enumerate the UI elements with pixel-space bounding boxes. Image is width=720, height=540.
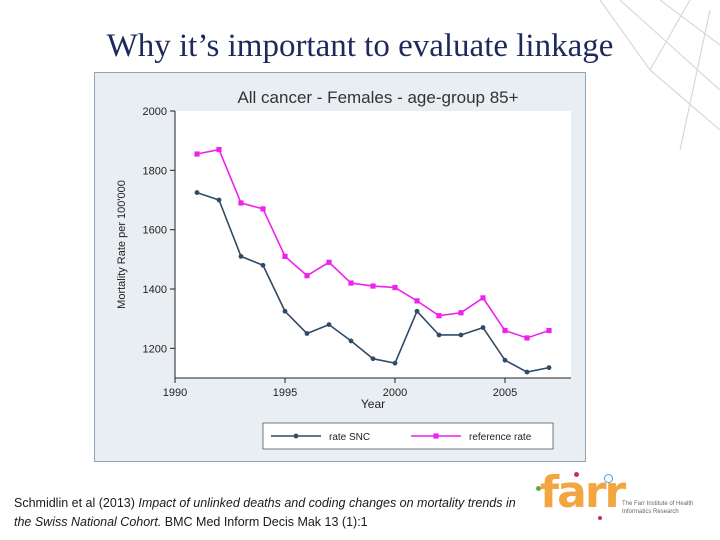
data-point-snc [502,357,508,363]
data-point-snc [392,360,398,366]
data-point-snc [414,308,420,314]
x-tick-label: 2000 [383,387,407,399]
data-point-reference [502,327,508,334]
y-tick-label: 1800 [143,165,167,177]
data-point-reference [260,206,266,212]
logo-ring-icon [604,474,613,483]
x-tick-label: 1995 [273,387,297,399]
data-point-snc [238,253,244,259]
citation-title: Impact of unlinked deaths and coding cha… [14,496,516,529]
data-point-snc [194,190,200,195]
citation-authors: Schmidlin et al (2013) [14,496,135,510]
logo-subtitle: The Farr Institute of Health Informatics… [622,501,694,515]
chart-title: All cancer - Females - age-group 85+ [237,88,518,107]
data-point-snc [348,338,354,344]
logo-dot-icon [574,472,579,477]
data-point-snc [260,262,266,268]
data-point-reference [458,310,464,316]
data-point-reference [348,280,354,286]
citation: Schmidlin et al (2013) Impact of unlinke… [14,494,534,532]
data-point-reference [282,253,288,259]
y-tick-label: 1400 [143,284,167,296]
data-point-snc [304,331,310,336]
data-point-snc [326,322,332,327]
data-point-reference [194,151,200,157]
logo-dot-icon [536,486,541,491]
y-axis-label: Mortality Rate per 100'000 [116,180,128,309]
slide-title: Why it’s important to evaluate linkage [106,28,614,64]
data-point-reference [392,284,398,291]
chart-frame: All cancer - Females - age-group 85+ 1200… [94,72,586,462]
farr-logo: farr The Farr Institute of Health Inform… [536,466,706,526]
data-point-snc [458,332,464,338]
x-tick-label: 2005 [493,387,517,399]
data-point-snc [370,356,376,362]
data-point-snc [216,197,222,203]
data-point-snc [282,308,288,314]
legend-label: reference rate [469,432,532,443]
logo-dot-icon [598,516,602,520]
legend-marker [293,433,299,439]
legend-marker [433,433,439,439]
decorative-network-lines [560,0,720,165]
data-point-reference [546,327,552,334]
data-point-reference [414,298,420,304]
data-point-reference [480,295,486,301]
data-point-snc [480,325,486,330]
citation-journal: BMC Med Inform Decis Mak 13 (1):1 [164,515,368,529]
data-point-reference [436,313,442,319]
data-point-snc [546,365,552,371]
data-point-reference [370,283,376,289]
plot-region [175,111,571,378]
data-point-reference [238,200,244,206]
data-point-snc [436,332,442,338]
y-tick-label: 1600 [143,225,167,237]
data-point-reference [524,335,530,341]
data-point-reference [326,259,332,265]
y-tick-label: 2000 [143,106,167,118]
data-point-reference [304,273,310,279]
data-point-reference [216,146,222,153]
data-point-snc [524,369,530,375]
legend-label: rate SNC [329,432,370,443]
y-tick-label: 1200 [143,343,167,355]
x-axis-label: Year [361,397,385,411]
mortality-line-chart: All cancer - Females - age-group 85+ 1200… [116,88,571,450]
x-tick-label: 1990 [163,387,187,399]
